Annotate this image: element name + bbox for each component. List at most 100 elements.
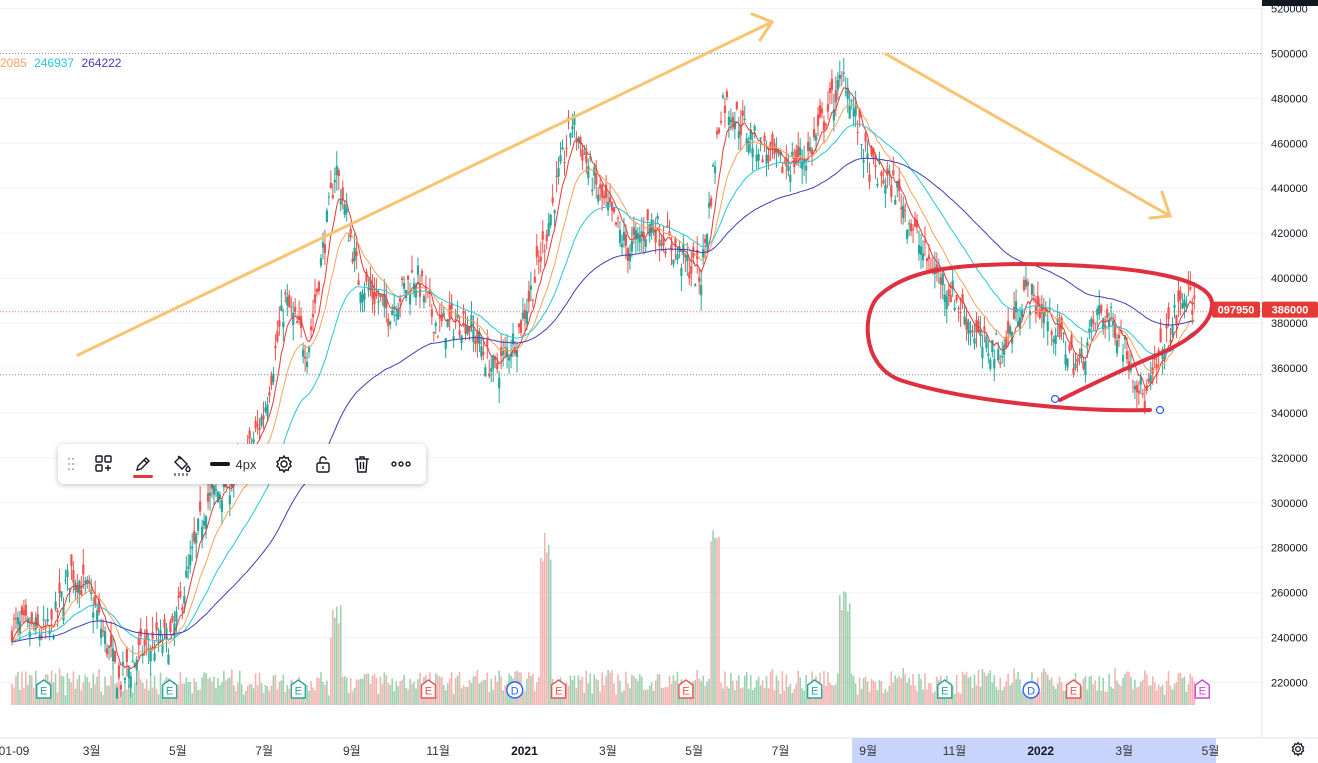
candle-body — [268, 392, 271, 396]
volume-bar — [1149, 685, 1152, 705]
candle-body — [56, 610, 59, 613]
candle-body — [504, 347, 507, 349]
volume-bar — [839, 595, 841, 705]
candle-body — [1026, 281, 1030, 286]
candle-body — [1001, 356, 1004, 358]
volume-bar — [607, 669, 609, 705]
candle-body — [688, 272, 691, 279]
candle-body — [965, 319, 968, 330]
volume-bar — [532, 673, 534, 705]
candle-body — [181, 607, 184, 611]
volume-bar — [143, 688, 146, 705]
volume-bar — [997, 690, 1000, 705]
volume-bar — [850, 673, 853, 705]
candle-body — [622, 231, 626, 241]
time-axis-label: 9월 — [859, 744, 877, 758]
candle-body — [985, 336, 988, 349]
volume-bar — [308, 690, 310, 705]
candle-body — [496, 362, 499, 370]
line-width-button[interactable]: 4px — [205, 448, 261, 480]
volume-bar — [577, 675, 580, 705]
price-badge-label: 097950 — [1218, 305, 1255, 317]
volume-bar — [718, 536, 720, 705]
candle-body — [979, 329, 982, 336]
candle-body — [201, 526, 204, 540]
volume-bar — [236, 682, 239, 705]
settings-button[interactable] — [268, 448, 300, 480]
volume-bar — [842, 591, 845, 705]
volume-bar — [896, 678, 899, 705]
volume-bar — [411, 683, 413, 705]
volume-bar — [569, 675, 572, 705]
volume-bar — [573, 675, 576, 705]
candle-body — [466, 326, 469, 335]
candle-body — [399, 297, 402, 302]
candle-body — [212, 485, 216, 495]
candle-body — [917, 245, 921, 254]
candle-body — [589, 156, 592, 159]
candle-body — [884, 185, 887, 194]
volume-bar — [1003, 686, 1005, 705]
price-tick-label: 480000 — [1271, 93, 1308, 105]
candle-body — [111, 648, 115, 662]
candle-body — [462, 310, 465, 314]
volume-bar — [70, 682, 73, 705]
candle-body — [1084, 361, 1087, 375]
candle-body — [880, 172, 883, 176]
candle-body — [713, 166, 717, 174]
templates-button[interactable] — [88, 448, 120, 480]
time-axis-label: 3월 — [599, 744, 617, 758]
volume-bar — [965, 672, 968, 705]
volume-bar — [1147, 685, 1150, 705]
chart-settings-icon[interactable] — [1290, 741, 1306, 757]
volume-bar — [347, 693, 350, 705]
drawing-toolbar: 4px — [58, 444, 426, 484]
candle-body — [36, 614, 39, 626]
volume-bar — [1175, 681, 1178, 705]
volume-bar — [902, 667, 904, 705]
volume-bar — [415, 688, 417, 705]
volume-bar — [1090, 675, 1093, 705]
candle-body — [16, 617, 20, 625]
volume-bar — [625, 671, 627, 705]
candle-body — [387, 318, 390, 326]
volume-bar — [209, 677, 211, 705]
price-axis: 220000 240000 260000 280000 300000 320000 3400… — [1212, 0, 1318, 738]
volume-bar — [714, 537, 716, 705]
candle-body — [377, 301, 380, 303]
volume-bar — [1159, 686, 1162, 705]
candle-body — [1088, 328, 1091, 333]
fill-color-button[interactable] — [166, 448, 198, 480]
candle-body — [1058, 323, 1061, 338]
candle-body — [500, 347, 503, 356]
delete-button[interactable] — [346, 448, 378, 480]
volume-bar — [1177, 672, 1180, 705]
candle-body — [591, 189, 594, 192]
drag-handle-icon[interactable] — [64, 448, 78, 480]
volume-bar — [755, 680, 758, 705]
volume-bar — [761, 680, 764, 705]
more-button[interactable] — [385, 448, 417, 480]
candle-body — [414, 285, 418, 298]
lock-button[interactable] — [307, 448, 339, 480]
volume-bar — [670, 683, 673, 705]
volume-bar — [1136, 687, 1138, 705]
candle-body — [593, 167, 596, 176]
candle-body — [191, 546, 194, 549]
volume-bar — [797, 670, 800, 705]
candle-body — [599, 184, 602, 189]
candle-body — [385, 298, 388, 309]
volume-bar — [407, 689, 409, 705]
time-axis-label: 9월 — [343, 744, 361, 758]
volume-bar — [563, 695, 566, 705]
candle-body — [585, 151, 588, 163]
volume-bar — [1080, 686, 1083, 705]
candle-body — [1139, 376, 1142, 385]
line-color-button[interactable] — [127, 448, 159, 480]
price-tick-label: 320000 — [1271, 453, 1308, 465]
volume-bar — [280, 680, 283, 705]
candle-body — [603, 195, 606, 199]
candle-body — [908, 223, 911, 225]
candle-body — [506, 348, 509, 357]
